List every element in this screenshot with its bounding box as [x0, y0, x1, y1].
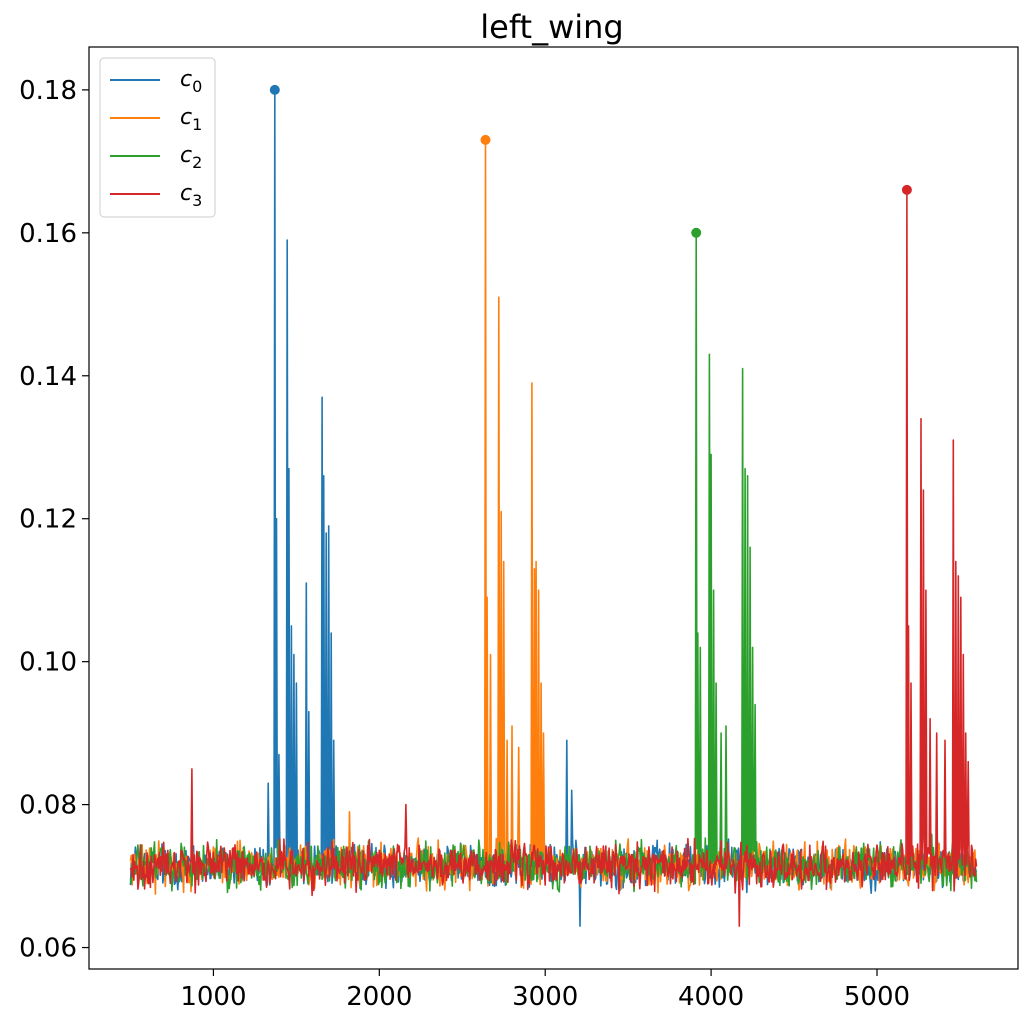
y-tick-label: 0.08: [19, 791, 77, 821]
peak-marker-c0: [269, 84, 280, 95]
x-tick-label: 1000: [180, 982, 246, 1012]
x-tick-label: 5000: [844, 982, 910, 1012]
y-tick-label: 0.18: [19, 76, 77, 106]
series-line-c2: [129, 232, 978, 894]
x-tick-label: 4000: [678, 982, 744, 1012]
y-tick-label: 0.12: [19, 505, 77, 535]
peak-marker-c2: [691, 227, 702, 238]
series-line-c0: [129, 89, 978, 927]
x-tick-label: 2000: [346, 982, 412, 1012]
y-axis: 0.06 0.08 0.10 0.12 0.14 0.16 0.18: [19, 76, 89, 964]
plot-area: [129, 84, 978, 927]
y-tick-label: 0.10: [19, 648, 77, 678]
x-axis: 1000 2000 3000 4000 5000: [180, 969, 910, 1012]
plot-frame: [88, 46, 1019, 970]
y-tick-label: 0.16: [19, 219, 77, 249]
legend-box: [99, 57, 216, 218]
peak-marker-c1: [480, 134, 491, 145]
x-tick-label: 3000: [512, 982, 578, 1012]
y-tick-label: 0.14: [19, 362, 77, 392]
y-tick-label: 0.06: [19, 934, 77, 964]
series-line-c1: [129, 139, 978, 895]
chart-title: left_wing: [480, 8, 623, 46]
series-line-c3: [129, 189, 978, 927]
peak-marker-c3: [901, 184, 912, 195]
